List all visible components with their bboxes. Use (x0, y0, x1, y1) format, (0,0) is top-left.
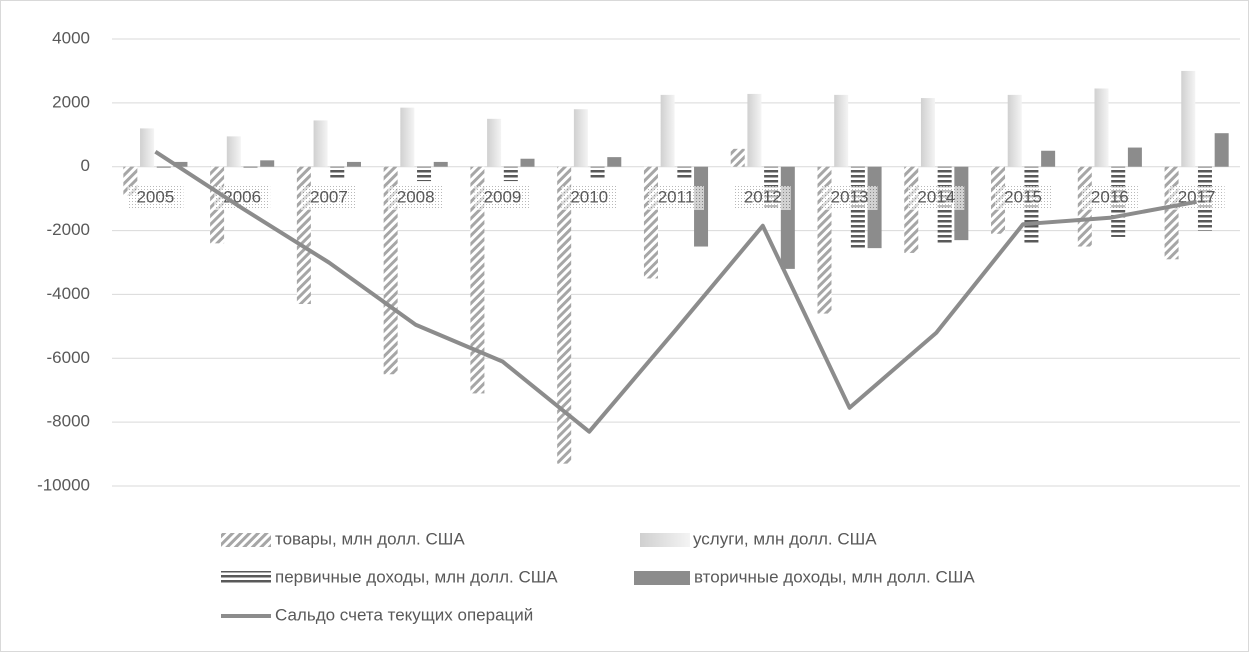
bar (730, 148, 745, 167)
y-tick-label: 4000 (52, 28, 90, 47)
x-tick-label: 2016 (1091, 187, 1129, 206)
bar (607, 157, 622, 167)
bar (433, 161, 448, 167)
bar (400, 107, 415, 167)
label-box (127, 186, 184, 210)
x-tick-label: 2011 (658, 187, 695, 206)
bar (834, 94, 849, 167)
label-box (300, 186, 357, 210)
label-box (995, 186, 1052, 210)
bar (557, 166, 572, 464)
bar (1007, 94, 1022, 167)
x-tick-label: 2010 (570, 187, 608, 206)
label-box (387, 186, 444, 210)
legend-swatch (640, 533, 690, 547)
bar (520, 158, 535, 167)
bar (1127, 147, 1142, 167)
y-tick-label: -4000 (47, 284, 90, 303)
legend-swatch (634, 571, 690, 585)
y-tick-label: -8000 (47, 412, 90, 431)
legend-label: услуги, млн долл. США (693, 529, 877, 548)
bar (1181, 70, 1196, 167)
bar (660, 94, 675, 167)
label-box (908, 186, 965, 210)
legend-label: первичные доходы, млн долл. США (275, 567, 558, 586)
label-box (734, 186, 791, 210)
bar (920, 98, 935, 167)
line (154, 150, 1197, 434)
x-tick-label: 2015 (1004, 187, 1042, 206)
legend-swatch (221, 571, 271, 585)
bar (1214, 133, 1229, 167)
bar (417, 166, 432, 182)
y-tick-label: -6000 (47, 348, 90, 367)
bar (346, 161, 361, 167)
bar (1041, 150, 1056, 167)
label-box (648, 186, 704, 210)
x-tick-label: 2006 (223, 187, 261, 206)
x-tick-label: 2013 (831, 187, 869, 206)
y-tick-label: 0 (81, 156, 90, 175)
bar (747, 93, 762, 167)
bar (470, 166, 485, 394)
bar (140, 128, 155, 167)
x-tick-label: 2007 (310, 187, 348, 206)
x-tick-label: 2009 (484, 187, 522, 206)
bar (487, 118, 502, 167)
x-tick-label: 2008 (397, 187, 435, 206)
bar (226, 136, 241, 167)
bar (313, 120, 328, 167)
label-box (821, 186, 878, 210)
label-box (561, 186, 618, 210)
bar (243, 166, 258, 170)
bar (260, 160, 275, 167)
y-tick-label: -2000 (47, 220, 90, 239)
bar (677, 166, 692, 180)
legend-label: вторичные доходы, млн долл. США (694, 567, 975, 586)
bar (573, 109, 588, 167)
x-tick-label: 2005 (136, 187, 174, 206)
bar (330, 166, 345, 180)
x-tick-label: 2014 (917, 187, 955, 206)
bar (383, 166, 398, 375)
legend-label: Сальдо счета текущих операций (275, 605, 533, 624)
bar (780, 166, 795, 269)
label-box (474, 186, 531, 210)
legend-label: товары, млн долл. США (275, 529, 465, 548)
y-tick-label: -10000 (37, 475, 90, 494)
y-tick-label: 2000 (52, 92, 90, 111)
legend-swatch (221, 533, 271, 547)
bar (173, 161, 188, 167)
bar (1164, 166, 1179, 260)
bar (590, 166, 605, 180)
label-box (1081, 186, 1138, 210)
bar (1094, 88, 1109, 167)
x-tick-label: 2012 (744, 187, 782, 206)
bar (643, 166, 658, 279)
bar (503, 166, 518, 182)
bar (156, 166, 171, 170)
